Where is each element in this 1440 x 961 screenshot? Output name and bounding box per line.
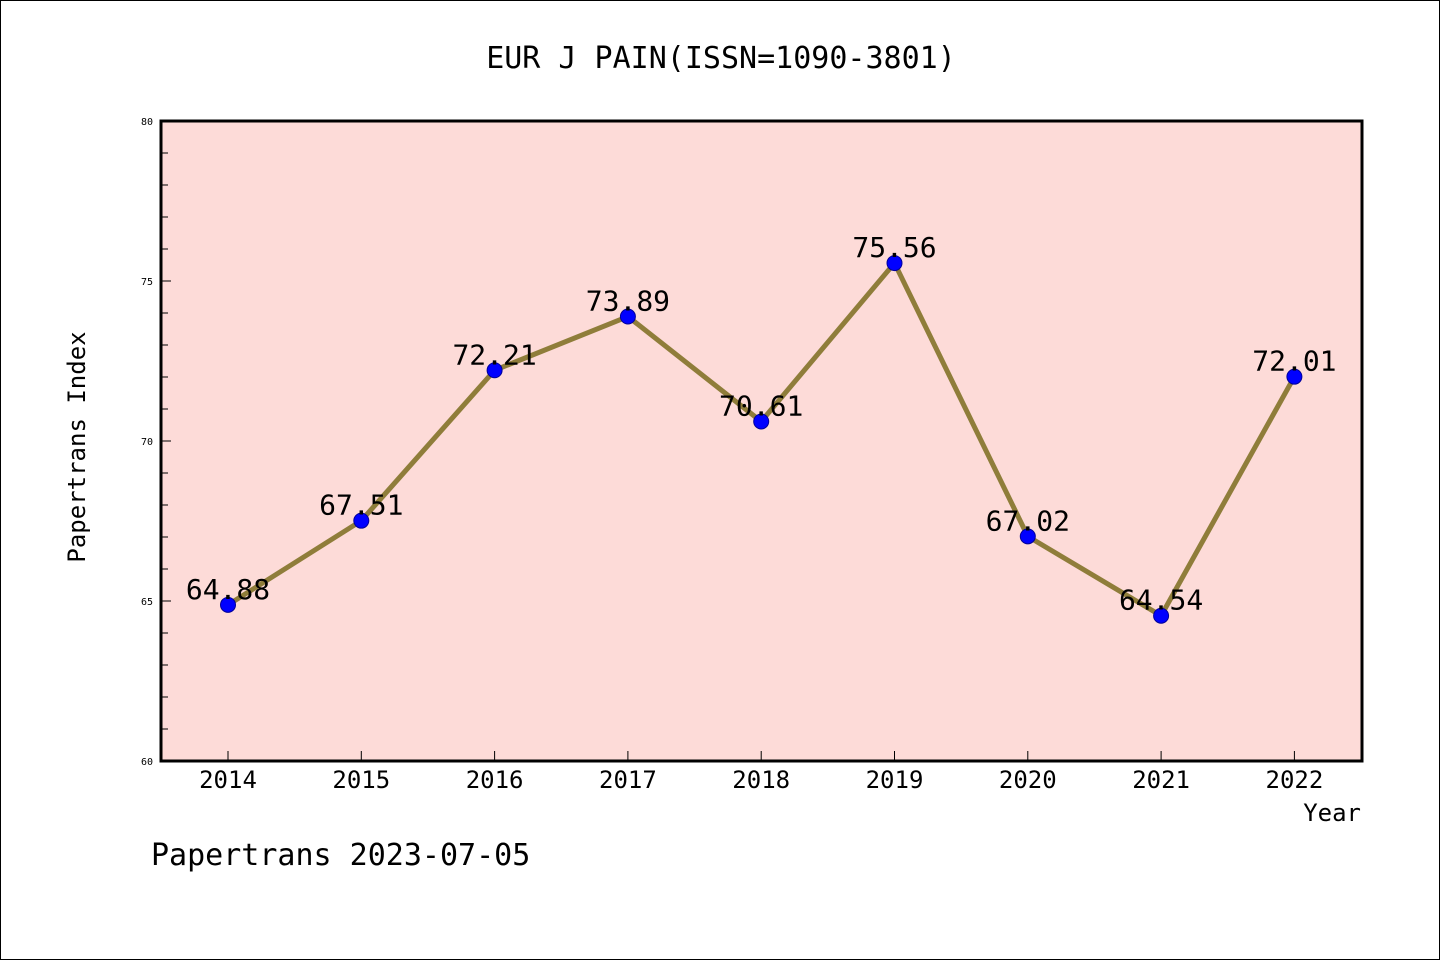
x-tick-label: 2015 bbox=[332, 766, 390, 794]
y-tick-label: 65 bbox=[141, 597, 153, 608]
data-point bbox=[220, 596, 236, 613]
x-tick-label: 2020 bbox=[999, 766, 1057, 794]
data-labels: 64.88 67.51 72.21 73.89 70.61 75.56 67.02 64.54… bbox=[186, 231, 1337, 617]
chart-title: EUR J PAIN(ISSN=1090-3801) bbox=[486, 41, 956, 76]
data-point bbox=[486, 362, 503, 379]
x-tick-label: 2021 bbox=[1132, 766, 1190, 794]
data-label: 67.51 bbox=[319, 489, 403, 522]
data-point bbox=[619, 308, 636, 325]
data-point bbox=[886, 255, 903, 272]
x-tick-label: 2018 bbox=[732, 766, 790, 794]
x-tick-label: 2017 bbox=[599, 766, 657, 794]
x-axis-label: Year bbox=[1303, 799, 1361, 827]
x-tick-label: 2019 bbox=[866, 766, 924, 794]
data-label: 75.56 bbox=[852, 231, 936, 264]
plot-border bbox=[159, 119, 1364, 763]
x-tick-label: 2014 bbox=[199, 766, 257, 794]
data-point bbox=[353, 512, 370, 529]
data-label: 64.88 bbox=[186, 573, 270, 606]
plot-area bbox=[161, 121, 1362, 761]
x-tick-label: 2022 bbox=[1266, 766, 1324, 794]
data-point bbox=[1019, 528, 1036, 545]
y-tick-label: 80 bbox=[141, 117, 153, 128]
data-point bbox=[753, 413, 770, 430]
data-label: 67.02 bbox=[986, 504, 1070, 537]
x-axis-ticks: 2014 2015 2016 2017 2018 2019 2020 2021 2022 bbox=[199, 751, 1323, 794]
data-label: 73.89 bbox=[586, 285, 670, 318]
y-tick-label: 60 bbox=[141, 757, 153, 768]
data-label: 72.01 bbox=[1252, 345, 1336, 378]
data-point bbox=[1286, 368, 1303, 385]
data-point bbox=[1153, 607, 1170, 624]
y-tick-label: 70 bbox=[141, 437, 153, 448]
data-label: 70.61 bbox=[719, 389, 803, 422]
footer-stamp: Papertrans 2023-07-05 bbox=[151, 838, 530, 873]
data-label: 72.21 bbox=[452, 338, 536, 371]
y-axis-label: Papertrans Index bbox=[63, 331, 91, 562]
y-tick-label: 75 bbox=[141, 277, 153, 288]
x-tick-label: 2016 bbox=[466, 766, 524, 794]
data-label: 64.54 bbox=[1119, 584, 1203, 617]
data-markers bbox=[220, 255, 1303, 624]
